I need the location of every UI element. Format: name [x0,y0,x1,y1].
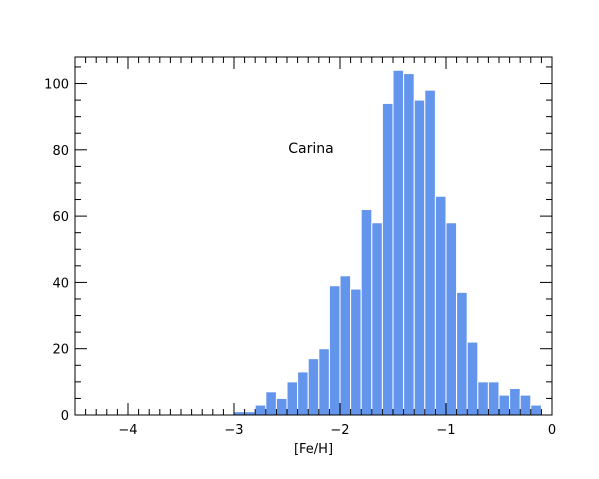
axis-ticks [74,57,553,416]
histogram-bar [424,89,436,416]
histogram-bar [350,288,362,416]
histogram-bar [360,208,373,416]
chart-annotation: Carina [288,141,333,157]
y-tick-label: 0 [61,409,69,424]
histogram-bar [434,195,447,416]
histogram-bar [498,394,511,416]
histogram-bar [318,348,330,416]
histogram-bar [371,222,383,416]
histogram-bar [403,73,415,416]
histogram-bar [445,222,458,416]
x-tick-label: −3 [224,423,243,438]
x-tick-label: 0 [548,423,556,438]
histogram-bar [477,381,489,416]
histogram-bars [233,69,542,416]
histogram-bar [307,358,320,416]
y-tick-label: 100 [44,78,69,93]
x-tick-label: −4 [118,423,137,438]
y-tick-label: 40 [52,276,69,291]
x-axis-label: [Fe/H] [294,442,333,457]
y-tick-label: 80 [52,144,69,159]
x-tick-label: −1 [436,423,455,438]
histogram-bar [265,391,277,416]
histogram-bar [297,371,309,416]
histogram-bar [339,275,352,416]
histogram-bar [530,404,542,416]
y-tick-label: 20 [52,343,69,358]
histogram-bar [487,381,500,416]
plot-frame [74,56,553,416]
histogram-bar [286,381,299,416]
histogram-bar [392,69,405,416]
histogram-bar [413,99,426,416]
histogram-bar [381,102,394,416]
histogram-bar [466,341,479,416]
histogram-bar [509,387,521,416]
histogram-bar [456,291,468,416]
histogram-bar [519,394,532,416]
x-tick-label: −2 [330,423,349,438]
tick-labels: −4 −3 −2 −1 0 0 20 40 60 80 100 [44,78,556,438]
histogram-bar [254,404,267,416]
y-tick-label: 60 [52,210,69,225]
histogram-bar [275,397,288,416]
histogram-bar [328,285,341,416]
